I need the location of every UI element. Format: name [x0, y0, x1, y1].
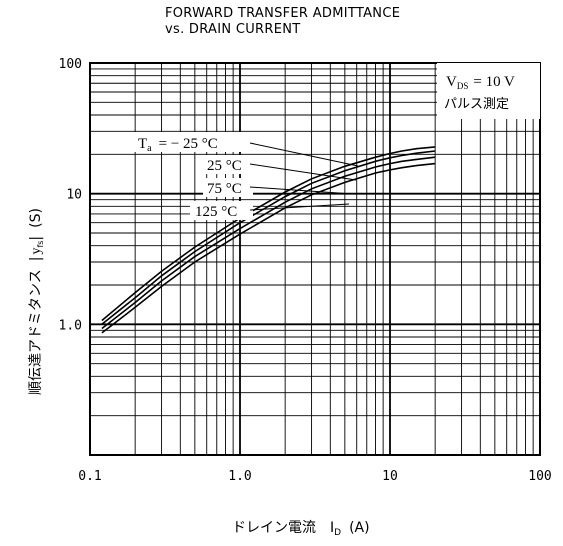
series-label-2: 25 °C — [207, 158, 242, 174]
series-label-3: 75 °C — [207, 181, 242, 197]
series-line-4 — [101, 162, 436, 334]
y-tick-label: 100 — [59, 57, 82, 72]
condition-pulse: パルス測定 — [444, 97, 509, 112]
y-tick-label: 1.0 — [59, 318, 82, 333]
svg-text:順伝達アドミタンス|yfs|(S): 順伝達アドミタンス|yfs|(S) — [28, 208, 45, 395]
leader-line-1 — [249, 142, 359, 167]
label-bg-series-3 — [203, 178, 253, 197]
series-label-1: Ta = − 25 °C — [138, 136, 218, 154]
y-axis-title: 順伝達アドミタンス|yfs|(S) — [28, 208, 45, 395]
series-line-2 — [101, 150, 436, 325]
series-label-4: 125 °C — [195, 204, 237, 220]
x-tick-label: 100 — [528, 469, 551, 484]
leader-line-3 — [249, 186, 354, 195]
x-tick-label: 10 — [382, 469, 398, 484]
leader-line-4 — [249, 203, 350, 211]
series-layer — [101, 146, 436, 334]
plot-frame — [89, 62, 541, 456]
condition-vds: VDS = 10 V — [446, 74, 515, 91]
label-bg-series-2 — [203, 155, 253, 174]
y-tick-label: 10 — [66, 188, 82, 203]
grid — [90, 63, 540, 455]
chart-title: FORWARD TRANSFER ADMITTANCE — [165, 6, 401, 21]
chart-subtitle: vs. DRAIN CURRENT — [165, 22, 301, 37]
x-tick-label: 0.1 — [78, 469, 101, 484]
label-bg-series-4 — [190, 201, 253, 220]
label-bg-series-1 — [133, 132, 253, 152]
x-axis-title: ドレイン電流 ID (A) — [232, 520, 370, 538]
series-line-3 — [101, 156, 436, 330]
tick-labels: 0.1 1.0 10 100 1.0 10 100 — [59, 57, 552, 484]
leader-line-2 — [249, 163, 357, 181]
x-tick-label: 1.0 — [228, 469, 251, 484]
series-line-1 — [101, 146, 436, 322]
condition-box — [437, 63, 540, 119]
